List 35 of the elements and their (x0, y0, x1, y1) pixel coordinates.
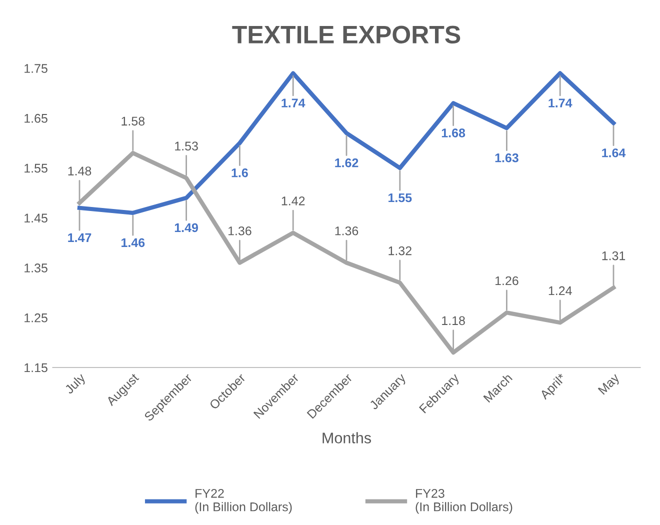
data-label: 1.55 (388, 193, 412, 202)
legend-label: FY22 (In Billion Dollars) (195, 488, 292, 514)
data-label: 1.64 (602, 148, 626, 158)
y-tick-label: 1.45 (24, 214, 48, 223)
x-tick-label: May (598, 372, 622, 397)
y-tick-label: 1.65 (24, 114, 48, 123)
data-label: 1.18 (442, 316, 465, 326)
data-label: 1.62 (335, 158, 358, 168)
data-label: 1.58 (122, 116, 145, 126)
y-tick-label: 1.25 (24, 313, 48, 322)
data-label: 1.36 (335, 226, 358, 236)
y-tick-label: 1.55 (24, 164, 48, 173)
data-label: 1.32 (388, 246, 412, 256)
data-label: 1.74 (548, 98, 572, 108)
data-label: 1.31 (602, 251, 626, 260)
data-label: 1.49 (174, 223, 198, 232)
y-tick-label: 1.75 (24, 64, 48, 73)
y-tick-label: 1.35 (24, 264, 48, 272)
legend-label: FY23 (In Billion Dollars) (416, 488, 512, 514)
y-tick-label: 1.15 (24, 363, 48, 372)
data-label: 1.53 (175, 142, 198, 151)
data-label: 1.68 (442, 128, 466, 138)
data-label: 1.48 (68, 166, 92, 176)
data-label: 1.42 (282, 196, 305, 206)
x-tick-label: July (64, 372, 88, 396)
data-label: 1.63 (495, 153, 518, 162)
data-label: 1.24 (548, 286, 572, 296)
chart-title: TEXTILE EXPORTS (232, 26, 460, 44)
data-label: 1.36 (228, 226, 252, 236)
data-label: 1.47 (68, 233, 92, 242)
data-label: 1.46 (122, 238, 145, 248)
x-axis-title: Months (322, 432, 371, 444)
data-label: 1.74 (282, 98, 306, 108)
data-label: 1.26 (495, 276, 518, 286)
data-label: 1.6 (232, 168, 248, 178)
